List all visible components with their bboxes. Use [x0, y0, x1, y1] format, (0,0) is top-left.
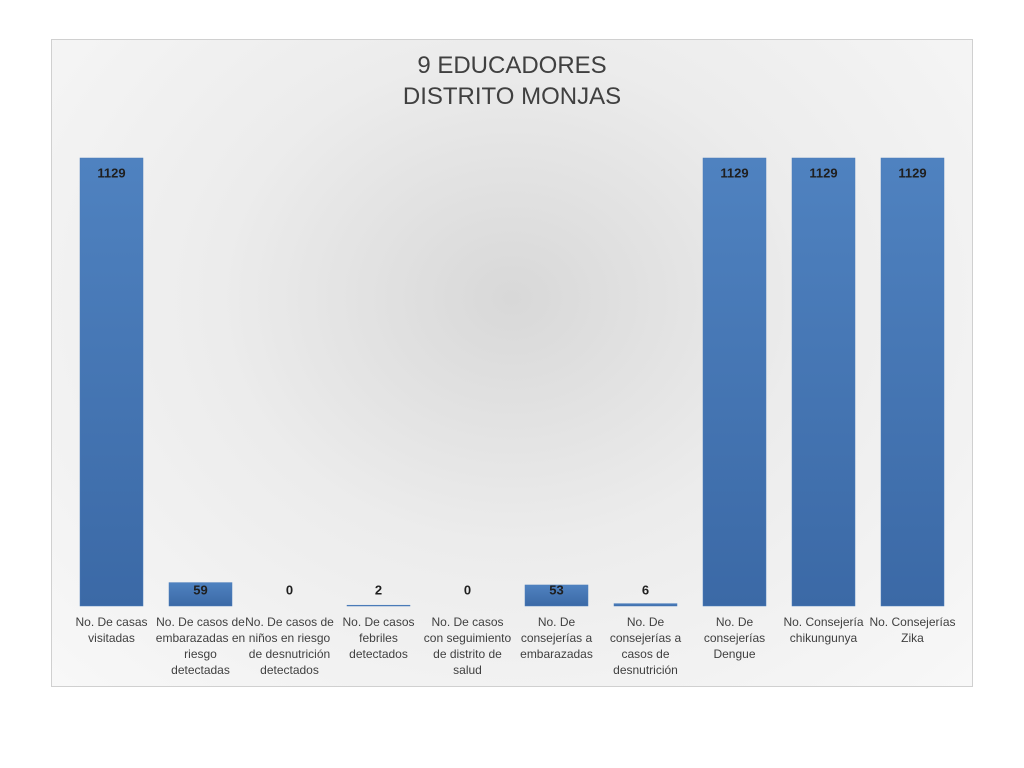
data-label: 6 — [642, 582, 649, 597]
bar — [346, 604, 411, 607]
bar — [524, 584, 589, 607]
bar — [702, 157, 767, 607]
bar — [79, 157, 144, 607]
chart-title: 9 EDUCADORES — [417, 52, 607, 79]
bar — [791, 157, 856, 607]
data-label: 1129 — [720, 165, 748, 180]
data-label: 2 — [375, 582, 382, 597]
x-tick-label: No. De consejerías a casos de desnutrici… — [609, 615, 682, 677]
data-label: 1129 — [809, 165, 837, 180]
x-tick-label: No. De casos de embarazadas en riesgo de… — [155, 615, 246, 677]
bar — [168, 582, 233, 607]
data-label: 59 — [193, 582, 207, 597]
data-label: 0 — [464, 582, 471, 597]
data-label: 0 — [286, 582, 293, 597]
x-tick-label: No. De casos de niños en riesgo de desnu… — [245, 615, 334, 677]
data-label: 1129 — [97, 165, 125, 180]
data-label: 1129 — [898, 165, 926, 180]
x-tick-label: No. Consejerías Zika — [869, 615, 956, 645]
x-tick-label: No. De casas visitadas — [75, 615, 148, 645]
x-tick-label: No. De consejerías Dengue — [703, 615, 766, 661]
x-tick-label: No. De consejerías a embarazadas — [520, 615, 593, 661]
bar — [613, 603, 678, 607]
x-tick-label: No. De casos con seguimiento de distrito… — [423, 615, 512, 677]
x-tick-label: No. Consejería chikungunya — [783, 615, 864, 645]
bar — [880, 157, 945, 607]
chart-title: DISTRITO MONJAS — [402, 83, 622, 110]
data-label: 53 — [549, 582, 563, 597]
x-tick-label: No. De casos febriles detectados — [342, 615, 415, 661]
